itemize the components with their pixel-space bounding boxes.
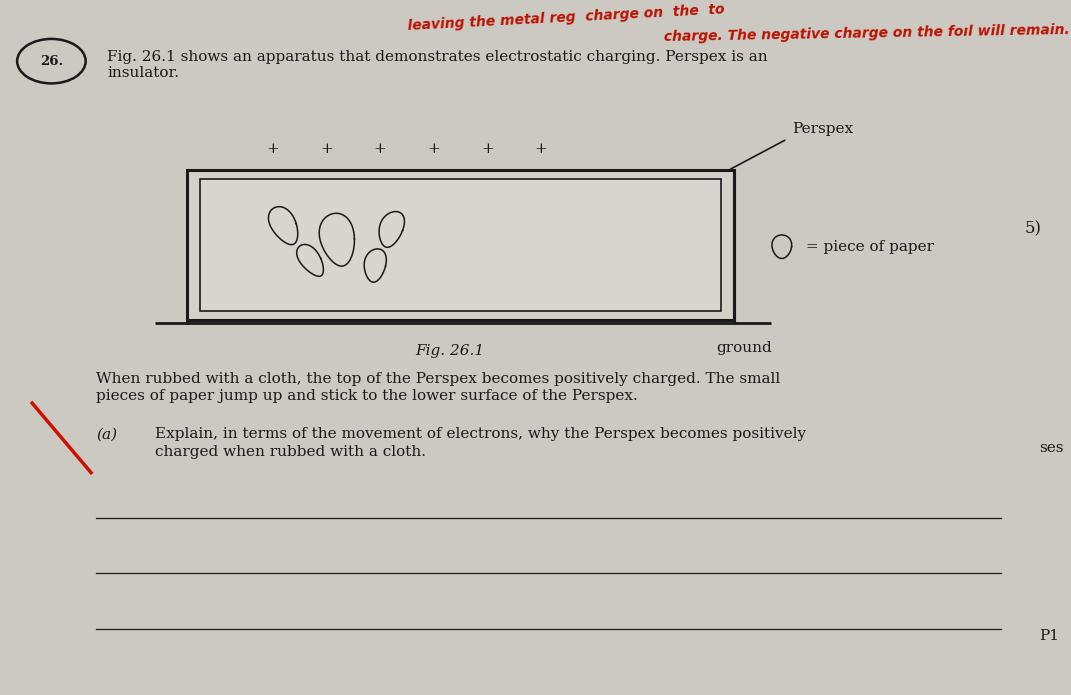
- Text: +: +: [267, 142, 280, 156]
- Text: Explain, in terms of the movement of electrons, why the Perspex becomes positive: Explain, in terms of the movement of ele…: [155, 427, 806, 441]
- Text: (a): (a): [96, 427, 118, 441]
- Text: P1: P1: [1039, 629, 1059, 643]
- Bar: [200, 179, 721, 311]
- Text: charged when rubbed with a cloth.: charged when rubbed with a cloth.: [155, 445, 426, 459]
- Text: leaving the metal reg  charge on  the  to: leaving the metal reg charge on the to: [407, 2, 725, 33]
- Text: +: +: [534, 142, 547, 156]
- Text: +: +: [320, 142, 333, 156]
- Text: 5): 5): [1025, 221, 1042, 238]
- Text: +: +: [427, 142, 440, 156]
- Text: charge. The negative charge on the foıl will remain.: charge. The negative charge on the foıl …: [664, 23, 1070, 44]
- Text: +: +: [374, 142, 387, 156]
- Text: ground: ground: [716, 341, 772, 354]
- Text: insulator.: insulator.: [107, 66, 179, 80]
- Text: Fig. 26.1 shows an apparatus that demonstrates electrostatic charging. Perspex i: Fig. 26.1 shows an apparatus that demons…: [107, 50, 768, 64]
- Text: +: +: [481, 142, 494, 156]
- Text: pieces of paper jump up and stick to the lower surface of the Perspex.: pieces of paper jump up and stick to the…: [96, 389, 638, 403]
- Text: Perspex: Perspex: [793, 122, 854, 136]
- Text: = piece of paper: = piece of paper: [801, 240, 934, 254]
- Text: 26.: 26.: [40, 55, 63, 67]
- Bar: [187, 170, 734, 320]
- Text: Fig. 26.1: Fig. 26.1: [416, 344, 484, 358]
- Text: When rubbed with a cloth, the top of the Perspex becomes positively charged. The: When rubbed with a cloth, the top of the…: [96, 372, 781, 386]
- Text: ses: ses: [1039, 441, 1064, 455]
